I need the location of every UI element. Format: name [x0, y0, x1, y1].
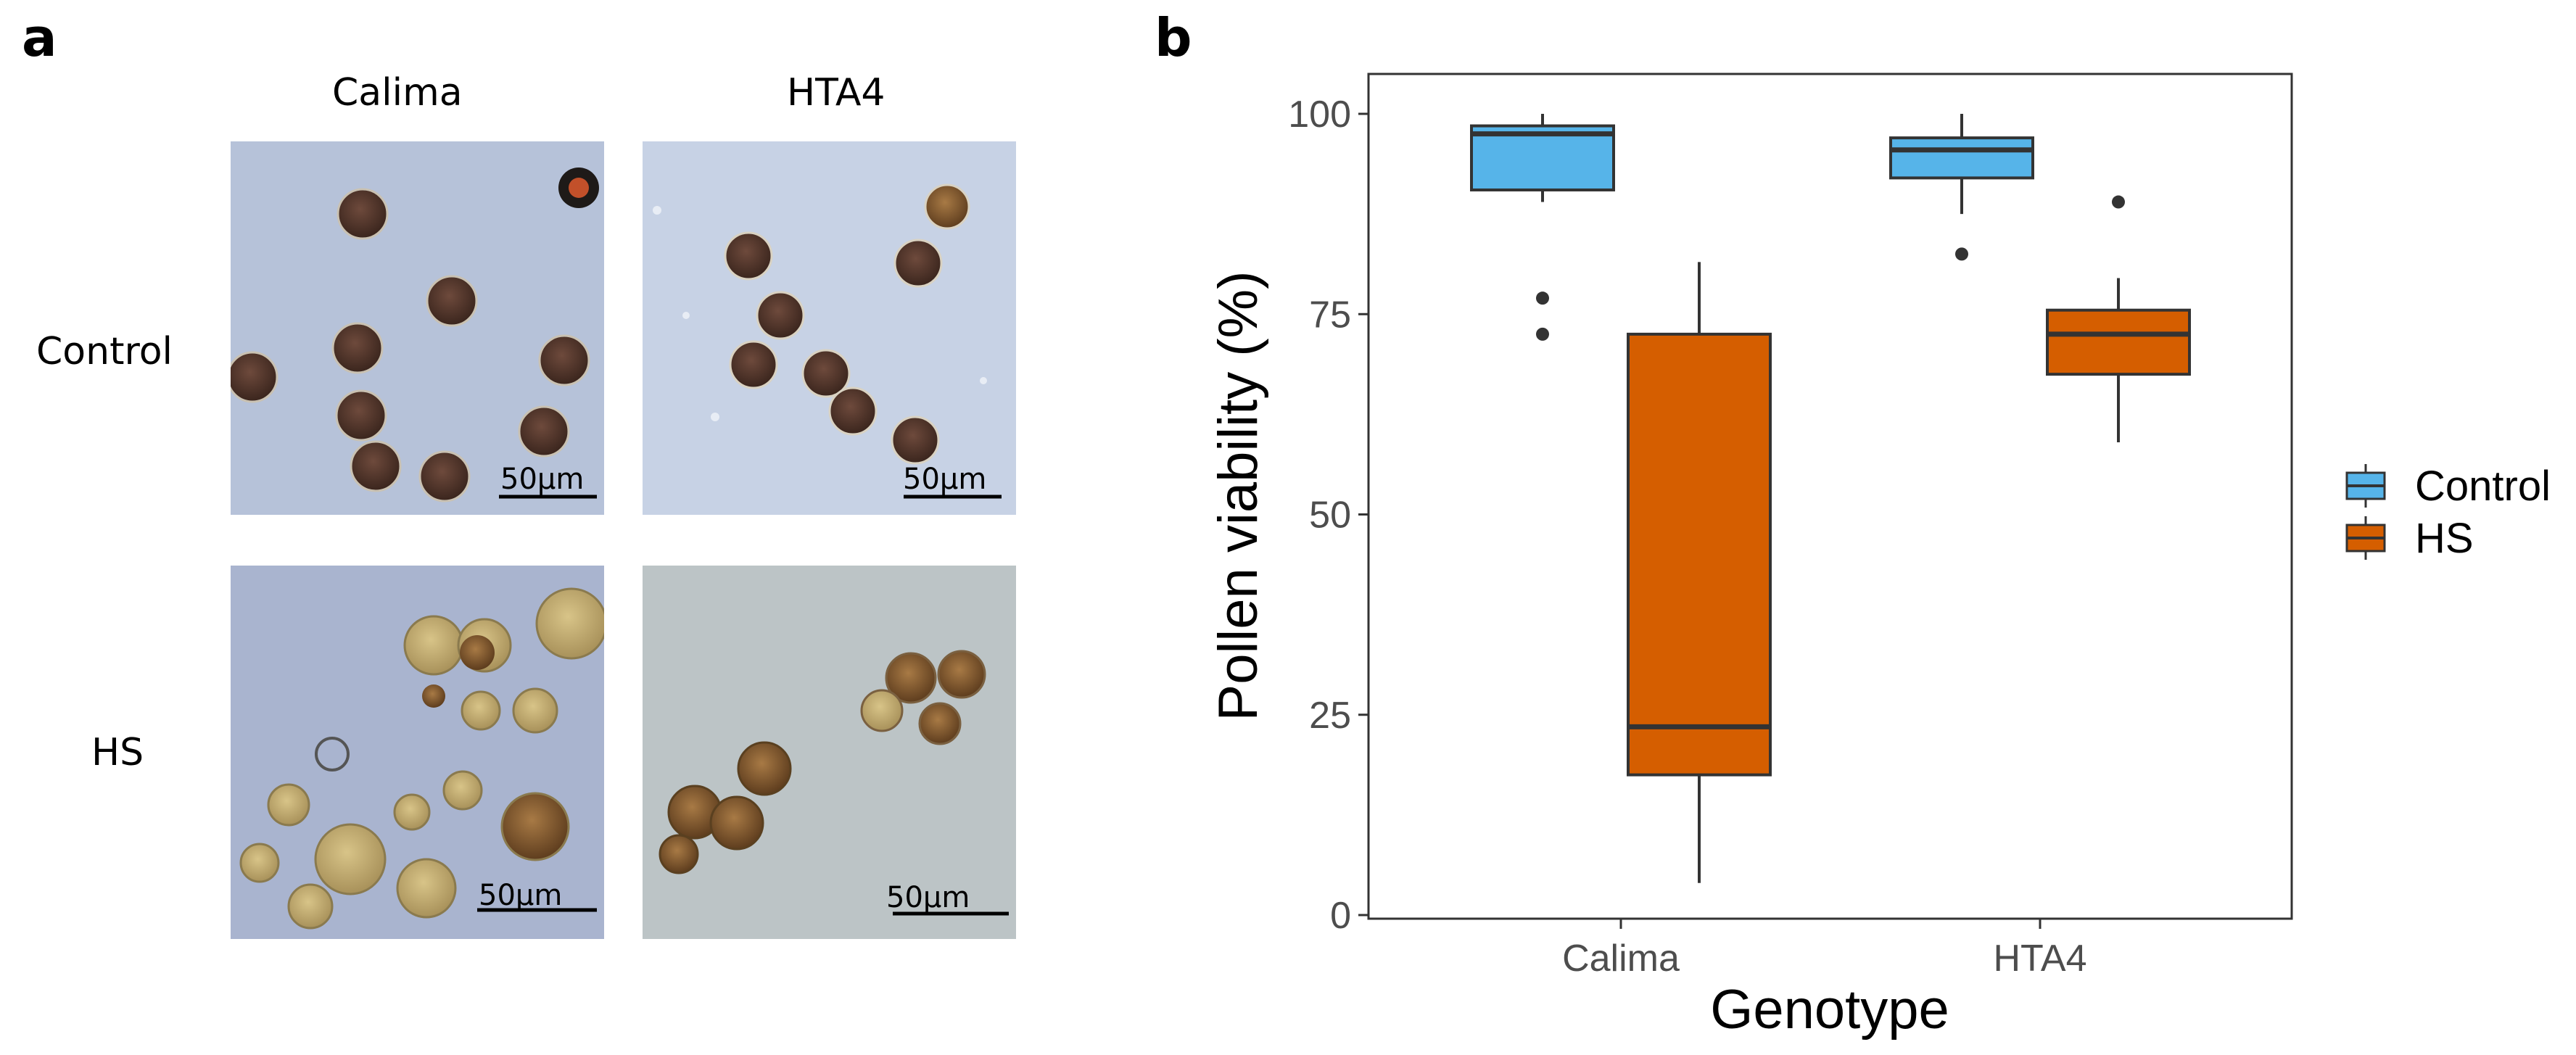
x-tick-label: HTA4 [1993, 938, 2086, 980]
box-control-hta4 [1889, 114, 2034, 261]
outlier-point [1955, 247, 1968, 261]
legend-key-hs [2345, 516, 2386, 560]
box-body [1889, 136, 2034, 180]
legend-label-control: Control [2415, 463, 2551, 510]
scale-bar-label: 50µm [886, 881, 970, 914]
y-tick-label: 50 [1309, 495, 1351, 537]
y-axis-title: Pollen viability (%) [1208, 271, 1269, 721]
y-tick-label: 0 [1330, 895, 1351, 937]
micrograph-hta4-hs [643, 566, 1016, 939]
y-tick-label: 25 [1309, 695, 1351, 737]
row-label-control: Control [36, 330, 173, 373]
box-body [1627, 332, 1772, 777]
box-body [1470, 124, 1615, 191]
y-tick-label: 75 [1309, 294, 1351, 336]
box-control-calima [1470, 114, 1615, 341]
scale-bar-label: 50µm [500, 463, 585, 496]
legend-label-hs: HS [2415, 515, 2474, 562]
outlier-point [2112, 195, 2125, 209]
x-tick-label: Calima [1562, 938, 1680, 980]
micrograph-calima-control [231, 141, 604, 515]
box-body [2046, 308, 2191, 376]
micrograph-hta4-control [643, 141, 1016, 515]
box-hs-hta4 [2046, 195, 2191, 443]
legend-key-control [2345, 464, 2386, 508]
outlier-point [1536, 291, 1549, 305]
scale-bar-label: 50µm [479, 879, 563, 912]
plot-panel-border [1367, 73, 2293, 920]
column-label-hta4: HTA4 [787, 71, 886, 115]
column-label-calima: Calima [332, 71, 463, 115]
micrograph-calima-hs [231, 566, 604, 939]
box-hs-calima [1627, 262, 1772, 883]
panel-a-letter: a [22, 7, 57, 68]
row-label-hs: HS [91, 731, 144, 774]
outlier-point [1536, 327, 1549, 341]
x-axis-title: Genotype [1710, 979, 1949, 1040]
panel-b-letter: b [1155, 7, 1192, 68]
y-tick-label: 100 [1288, 94, 1351, 136]
scale-bar-label: 50µm [903, 463, 987, 496]
